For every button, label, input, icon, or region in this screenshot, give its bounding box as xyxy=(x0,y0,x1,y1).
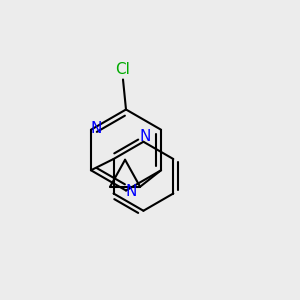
Text: N: N xyxy=(91,121,102,136)
Text: Cl: Cl xyxy=(116,62,130,77)
Text: N: N xyxy=(139,129,151,144)
Text: N: N xyxy=(126,184,137,200)
